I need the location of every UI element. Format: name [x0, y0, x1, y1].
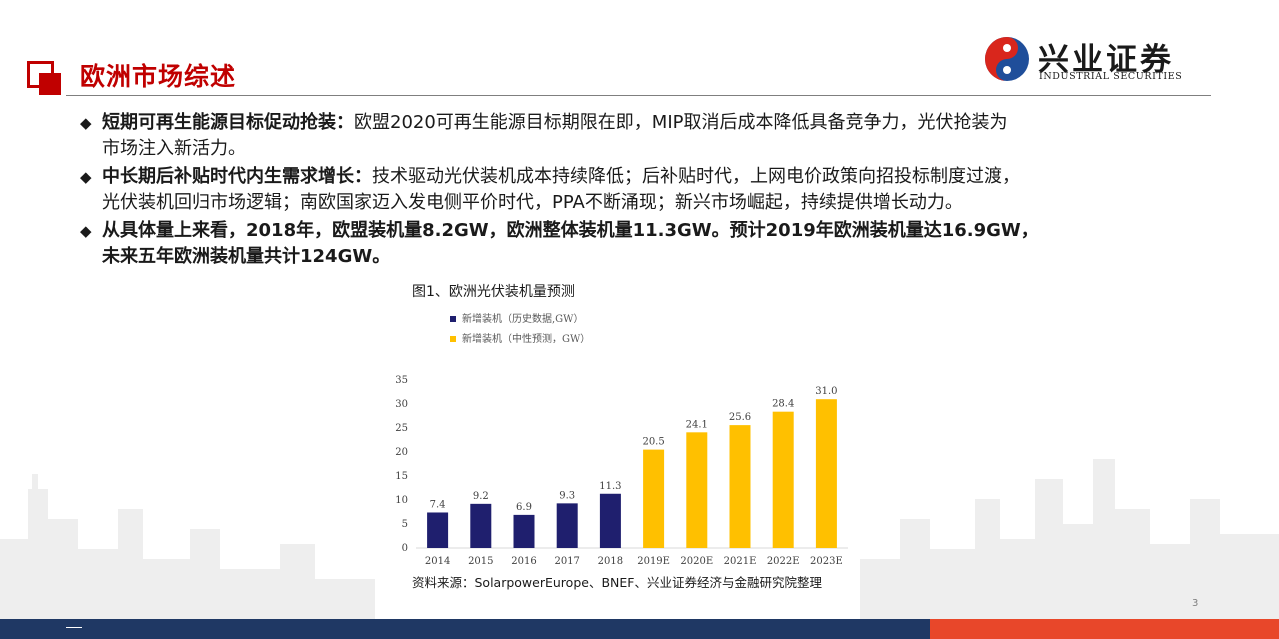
y-tick-label: 15	[395, 471, 408, 482]
y-tick-label: 10	[395, 495, 408, 506]
data-label: 25.6	[729, 412, 751, 423]
data-label: 9.3	[559, 490, 575, 501]
x-tick-label: 2015	[468, 556, 493, 567]
bar	[599, 493, 621, 548]
y-tick-label: 20	[395, 447, 408, 458]
y-tick-label: 0	[402, 543, 408, 554]
bullet-item: ◆ 从具体量上来看，2018年，欧盟装机量8.2GW，欧洲整体装机量11.3GW。…	[80, 218, 1210, 270]
bar	[470, 503, 492, 548]
footer-bar-red	[930, 619, 1279, 639]
skyline-background	[0, 459, 1279, 619]
logo-chinese-name: 兴业证券	[1038, 42, 1174, 78]
x-tick-label: 2021E	[724, 556, 757, 567]
bar	[427, 512, 449, 548]
bar	[556, 503, 578, 548]
bar	[772, 411, 794, 548]
figure-title: 图1、欧洲光伏装机量预测	[412, 284, 575, 300]
bullet-continuation: 光伏装机回归市场逻辑；南欧国家迈入发电侧平价时代，PPA不断涌现；新兴市场崛起，…	[102, 192, 963, 213]
legend-swatch	[450, 316, 456, 322]
diamond-bullet-icon: ◆	[80, 222, 92, 240]
y-tick-label: 30	[395, 399, 408, 410]
diamond-bullet-icon: ◆	[80, 168, 92, 186]
x-tick-label: 2018	[598, 556, 623, 567]
y-tick-label: 5	[402, 519, 408, 530]
x-tick-label: 2019E	[637, 556, 670, 567]
bullet-text: 欧盟2020可再生能源目标期限在即，MIP取消后成本降低具备竞争力，光伏抢装为	[354, 112, 1008, 133]
logo-english-name: INDUSTRIAL SECURITIES	[1039, 71, 1183, 82]
footer-dash	[66, 627, 82, 628]
figure-source: 资料来源：SolarpowerEurope、BNEF、兴业证券经济与金融研究院整…	[412, 575, 822, 590]
x-tick-label: 2023E	[810, 556, 843, 567]
x-tick-label: 2016	[511, 556, 536, 567]
company-logo: 兴业证券 INDUSTRIAL SECURITIES	[984, 32, 1214, 88]
page-title: 欧洲市场综述	[80, 62, 237, 91]
bar-chart: 新增装机（历史数据,GW） 新增装机（中性预测，GW） 0 5 10 15 20 25 30 35…	[395, 312, 848, 567]
legend-label: 新增装机（历史数据,GW）	[462, 312, 583, 325]
bullet-item: ◆ 中长期后补贴时代内生需求增长：技术驱动光伏装机成本持续降低；后补贴时代，上网电…	[80, 164, 1210, 216]
data-label: 20.5	[642, 437, 664, 448]
bar	[643, 449, 665, 548]
title-mark-icon	[27, 61, 63, 95]
legend-swatch	[450, 336, 456, 342]
footer-bar-blue	[0, 619, 930, 639]
bar	[729, 425, 751, 548]
bullet-text: 从具体量上来看，2018年，欧盟装机量8.2GW，欧洲整体装机量11.3GW。预…	[102, 220, 1039, 241]
x-tick-label: 2022E	[767, 556, 800, 567]
bar	[686, 432, 708, 548]
bullet-continuation: 市场注入新活力。	[102, 138, 246, 159]
data-label: 9.2	[473, 491, 489, 502]
legend-label: 新增装机（中性预测，GW）	[462, 332, 590, 345]
x-tick-label: 2014	[425, 556, 450, 567]
diamond-bullet-icon: ◆	[80, 114, 92, 132]
page-number: 3	[1192, 598, 1199, 609]
bullet-continuation: 未来五年欧洲装机量共计124GW。	[102, 246, 391, 267]
data-label: 11.3	[599, 481, 621, 492]
bullet-item: ◆ 短期可再生能源目标促动抢装：欧盟2020可再生能源目标期限在即，MIP取消后成…	[80, 110, 1210, 162]
data-label: 28.4	[772, 399, 794, 410]
x-tick-label: 2020E	[680, 556, 713, 567]
header-divider	[66, 95, 1211, 96]
bullet-lead: 中长期后补贴时代内生需求增长：	[102, 166, 372, 187]
bullet-text: 技术驱动光伏装机成本持续降低；后补贴时代，上网电价政策向招投标制度过渡，	[372, 166, 1020, 187]
x-tick-label: 2017	[554, 556, 579, 567]
bar	[815, 399, 837, 548]
data-label: 6.9	[516, 502, 532, 513]
y-tick-label: 25	[395, 423, 408, 434]
logo-emblem-icon	[985, 37, 1029, 81]
bullet-lead: 短期可再生能源目标促动抢装：	[102, 112, 354, 133]
data-label: 31.0	[815, 386, 837, 397]
y-tick-label: 35	[395, 375, 408, 386]
data-label: 24.1	[686, 419, 708, 430]
bar	[513, 514, 535, 548]
data-label: 7.4	[430, 499, 446, 510]
bullet-list: ◆ 短期可再生能源目标促动抢装：欧盟2020可再生能源目标期限在即，MIP取消后成…	[80, 110, 1210, 272]
